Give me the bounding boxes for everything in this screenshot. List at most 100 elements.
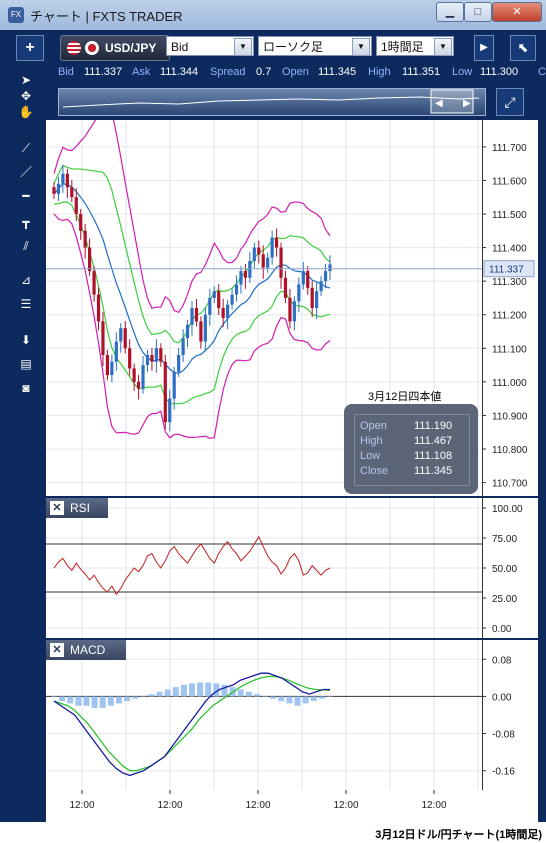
minimize-button[interactable]: ▁	[436, 2, 464, 22]
spread-label: Spread	[210, 66, 246, 78]
maximize-button[interactable]: □	[464, 2, 492, 22]
title-bar[interactable]: FX チャート | FXTS TRADER ▁ □ ✕	[0, 0, 546, 30]
candle-body	[92, 271, 96, 295]
macd-histogram-bar	[156, 691, 163, 697]
macd-histogram-bar	[99, 696, 106, 709]
timeframe-select[interactable]: 1時間足 ▼	[376, 36, 454, 56]
candle-body	[185, 324, 190, 339]
quote-bar: Bid 111.337 Ask 111.344 Spread 0.7 Open …	[50, 66, 546, 84]
macd-histogram-bar	[140, 696, 147, 697]
candle-body	[136, 381, 141, 389]
macd-histogram-bar	[180, 684, 187, 697]
scroll-right-icon[interactable]: ▶	[474, 35, 494, 61]
candle-body	[230, 294, 234, 305]
candle-body	[101, 321, 105, 355]
ask-value: 111.344	[160, 66, 199, 78]
price-scale[interactable]: 111.700 111.600 111.500 111.400 111.300 111.2…	[482, 120, 538, 790]
macd-histogram-bar	[310, 696, 317, 702]
candle-body	[132, 368, 136, 382]
candle-body	[96, 294, 101, 322]
camera-icon[interactable]: ◙	[22, 381, 30, 395]
candle-body	[234, 284, 239, 295]
candle-body	[226, 304, 230, 319]
candle-body	[79, 214, 83, 231]
chart-toolbar: + USD/JPY Bid ▼ ローソク足 ▼ 1時間足 ▼ ▶ ⬉	[8, 34, 538, 62]
macd-histogram-bar	[124, 696, 131, 702]
candle-body	[266, 257, 270, 268]
macd-histogram-bar	[294, 696, 301, 706]
macd-histogram-bar	[91, 696, 98, 709]
navigator-left-icon[interactable]: ◀	[435, 98, 443, 109]
cursor-icon[interactable]: ➤	[20, 73, 32, 87]
low-value: 111.300	[480, 66, 519, 78]
hand-icon[interactable]: ✋	[18, 105, 34, 119]
candle-body	[315, 291, 319, 308]
macd-histogram-bar	[148, 694, 155, 697]
macd-histogram-bar	[83, 696, 90, 706]
info-low-value: 111.108	[414, 450, 453, 462]
macd-histogram-bar	[213, 683, 220, 697]
price-type-value: Bid	[171, 40, 189, 54]
macd-histogram-bar	[262, 696, 269, 697]
bid-label: Bid	[58, 66, 74, 78]
macd-panel-tag[interactable]: ✕ MACD	[46, 640, 126, 660]
macd-tick-label: 0.00	[492, 692, 512, 703]
list-icon[interactable]: ▤	[20, 357, 32, 371]
close-icon[interactable]: ✕	[50, 501, 64, 515]
macd-histogram-bar	[59, 696, 66, 702]
crosshair-icon[interactable]: ✥	[20, 89, 32, 103]
rsi-tick-label: 75.00	[492, 534, 517, 545]
candle-body	[261, 254, 265, 268]
candle-body	[105, 355, 110, 376]
candle-body	[172, 371, 176, 399]
close-button[interactable]: ✕	[492, 2, 542, 22]
fibonacci-fan-icon[interactable]: ⊿	[20, 273, 32, 287]
channel-icon[interactable]: ⫽	[23, 239, 29, 253]
detach-window-icon[interactable]: ⬉	[510, 35, 536, 61]
candle-body	[163, 361, 167, 423]
price-tick-label: 110.800	[492, 445, 528, 456]
chart-type-select[interactable]: ローソク足 ▼	[258, 36, 372, 56]
macd-histogram-bar	[245, 691, 252, 697]
navigator-handle[interactable]	[430, 89, 474, 114]
price-tick-label: 111.400	[492, 244, 527, 255]
candle-body	[141, 365, 145, 389]
trend-line-icon[interactable]: ⟋	[21, 141, 31, 155]
candle-body	[123, 328, 127, 349]
bollinger-lower-2	[53, 213, 331, 439]
macd-histogram-bar	[51, 696, 57, 697]
candle-body	[199, 321, 203, 342]
chart-navigator[interactable]: ◀ ▶	[58, 88, 486, 116]
rsi-panel-tag[interactable]: ✕ RSI	[46, 498, 108, 518]
macd-histogram-bar	[221, 684, 228, 697]
navigator-right-icon[interactable]: ▶	[463, 98, 471, 109]
vertical-line-icon[interactable]: ┳	[22, 215, 30, 229]
price-tick-label: 110.900	[492, 411, 528, 422]
candle-body	[270, 237, 274, 258]
price-type-select[interactable]: Bid ▼	[166, 36, 254, 56]
price-tick-label: 111.000	[492, 378, 527, 389]
drawing-tools: ➤ ✥ ✋ ⟋ ／ ━ ┳ ⫽ ⊿ ☰ ⬇ ▤ ◙	[8, 66, 46, 406]
figure-caption: 3月12日ドル/円チャート(1時間足)	[375, 829, 542, 841]
price-tick-label: 111.100	[492, 344, 527, 355]
time-scale[interactable]: 12:00 12:00 12:00 12:00 12:00	[46, 790, 538, 822]
timeframe-value: 1時間足	[381, 40, 424, 54]
fibonacci-retracement-icon[interactable]: ☰	[20, 297, 32, 311]
horizontal-line-icon[interactable]: ━	[22, 189, 30, 203]
macd-line	[53, 672, 330, 777]
current-price-badge	[483, 260, 535, 278]
open-value: 111.345	[318, 66, 357, 78]
info-box-title: 3月12日四本値	[368, 391, 442, 403]
info-high-value: 111.467	[414, 435, 453, 447]
close-icon[interactable]: ✕	[50, 643, 64, 657]
macd-histogram-bar	[302, 696, 309, 704]
add-chart-button[interactable]: +	[16, 35, 44, 61]
macd-tick-label: -0.16	[492, 767, 515, 778]
line-icon[interactable]: ／	[19, 165, 32, 179]
download-icon[interactable]: ⬇	[20, 333, 32, 347]
zoom-expand-icon[interactable]: ⤢	[496, 88, 524, 116]
candle-body	[190, 308, 194, 325]
open-label: Open	[282, 66, 309, 78]
currency-pair-button[interactable]: USD/JPY	[60, 35, 170, 61]
candle-body	[168, 398, 172, 423]
